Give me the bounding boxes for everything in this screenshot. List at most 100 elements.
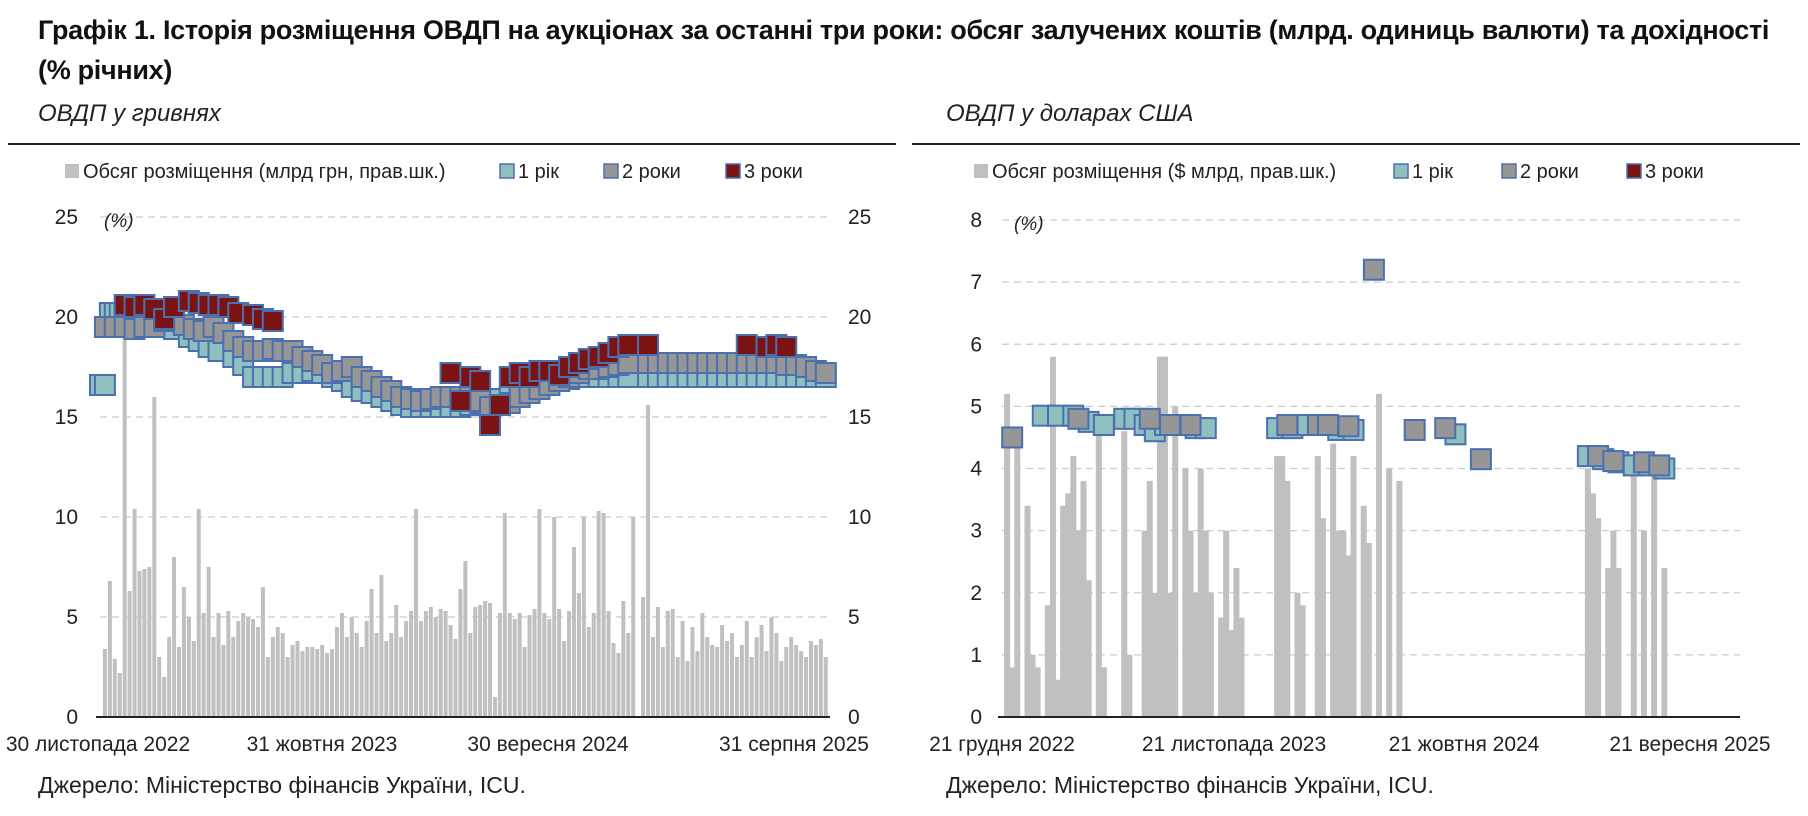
uah-volume-bar (310, 647, 315, 717)
uah-volume-bar (226, 611, 231, 717)
usd-volume-bar (1330, 443, 1337, 717)
uah-volume-bar (576, 593, 581, 717)
uah-volume-bar (749, 657, 754, 717)
left-tick-label: 5 (66, 606, 78, 629)
uah-volume-bar (241, 613, 246, 717)
uah-volume-bar (122, 317, 127, 717)
usd-volume-bar (1044, 605, 1051, 717)
uah-volume-bar (537, 509, 542, 717)
uah-three-year-yield-marker (735, 334, 758, 356)
left-tick-label: 5 (970, 395, 982, 418)
uah-volume-bar (596, 511, 601, 717)
usd-volume-bar (1238, 617, 1245, 717)
right-panel-subtitle: ОВДП у доларах США (946, 100, 1194, 127)
usd-volume-bar (1376, 393, 1383, 717)
usd-two-year-yield-marker (1469, 448, 1492, 471)
usd-volume-bar (1365, 543, 1372, 717)
usd-volume-bar (1065, 493, 1072, 717)
usd-volume-bar (1004, 393, 1011, 717)
uah-volume-bar (167, 637, 172, 717)
uah-volume-bar (191, 641, 196, 717)
uah-volume-bar (265, 657, 270, 717)
uah-volume-bar (176, 647, 181, 717)
uah-volume-bar (670, 609, 675, 717)
usd-two-year-yield-marker (1602, 450, 1625, 473)
usd-volume-bar (1080, 480, 1087, 717)
uah-volume-bar (567, 611, 572, 717)
left-panel-subtitle: ОВДП у гривнях (38, 100, 221, 127)
uah-volume-bar (581, 517, 586, 717)
uah-volume-bar (102, 649, 107, 717)
usd-volume-bar (1274, 456, 1281, 717)
usd-volume-bar (1049, 356, 1056, 717)
usd-volume-bar (1162, 356, 1169, 717)
legend-label-0: Обсяг розміщення (млрд грн, прав.шк.) (83, 161, 446, 183)
usd-volume-bar (1319, 518, 1326, 717)
uah-volume-bar (478, 605, 483, 717)
left-source-note: Джерело: Міністерство фінансів України, … (38, 772, 526, 798)
uah-volume-bar (157, 657, 162, 717)
uah-volume-bar (142, 569, 147, 717)
left-tick-label: 15 (55, 406, 78, 429)
uah-volume-bar (557, 609, 562, 717)
uah-volume-bar (172, 557, 177, 717)
uah-volume-bar (389, 633, 394, 717)
usd-volume-bar (1192, 592, 1199, 717)
uah-volume-bar (117, 673, 122, 717)
uah-volume-bar (221, 645, 226, 717)
x-tick-label: 21 грудня 2022 (929, 733, 1075, 756)
uah-volume-bar (690, 627, 695, 717)
usd-volume-bar (1182, 468, 1189, 717)
uah-three-year-yield-marker (469, 370, 492, 392)
uah-volume-bar (423, 611, 428, 717)
uah-volume-bar (705, 637, 710, 717)
uah-volume-bar (492, 697, 497, 717)
uah-volume-bar (453, 639, 458, 717)
uah-volume-bar (374, 633, 379, 717)
uah-volume-bar (468, 633, 473, 717)
unit-label: (%) (1014, 214, 1044, 235)
usd-volume-bar (1640, 530, 1647, 717)
usd-volume-bar (1146, 480, 1153, 717)
uah-volume-bar (443, 611, 448, 717)
uah-volume-bar (251, 619, 256, 717)
uah-volume-bar (720, 625, 725, 717)
uah-volume-bar (808, 641, 813, 717)
x-tick-label: 21 жовтня 2024 (1389, 733, 1540, 756)
legend-label-2: 2 роки (622, 161, 681, 183)
left-tick-label: 0 (970, 706, 982, 729)
uah-volume-bar (448, 625, 453, 717)
uah-volume-bar (285, 657, 290, 717)
uah-volume-bar (710, 645, 715, 717)
uah-volume-bar (349, 617, 354, 717)
uah-volume-bar (591, 613, 596, 717)
usd-volume-bar (1085, 580, 1092, 717)
usd-volume-bar (1034, 667, 1041, 717)
uah-bond-chart: Обсяг розміщення (млрд грн, прав.шк.) 1 р… (6, 161, 872, 756)
legend-swatch-0 (65, 164, 79, 178)
uah-volume-bar (725, 641, 730, 717)
legend-swatch-3 (1626, 163, 1642, 179)
usd-two-year-yield-marker (1179, 414, 1202, 437)
left-tick-label: 0 (66, 706, 78, 729)
usd-volume-bar (1615, 567, 1622, 717)
uah-three-year-yield-marker (439, 362, 462, 384)
uah-volume-bar (769, 617, 774, 717)
uah-volume-bar (236, 621, 241, 717)
legend-swatch-1 (1393, 163, 1409, 179)
uah-volume-bar (270, 637, 275, 717)
uah-three-year-yield-marker (637, 334, 660, 356)
x-tick-label: 21 вересня 2025 (1609, 733, 1770, 756)
uah-volume-bar (497, 613, 502, 717)
usd-two-year-yield-marker (1138, 407, 1161, 430)
uah-volume-bar (616, 653, 621, 717)
legend-label-3: 3 роки (744, 161, 803, 183)
uah-volume-bar (384, 641, 389, 717)
uah-three-year-yield-marker (617, 334, 640, 356)
legend-swatch-2 (1501, 163, 1517, 179)
usd-two-year-yield-marker (1337, 415, 1360, 438)
uah-volume-bar (409, 611, 414, 717)
uah-volume-bar (507, 613, 512, 717)
uah-volume-bar (162, 677, 167, 717)
uah-volume-bar (181, 587, 186, 717)
